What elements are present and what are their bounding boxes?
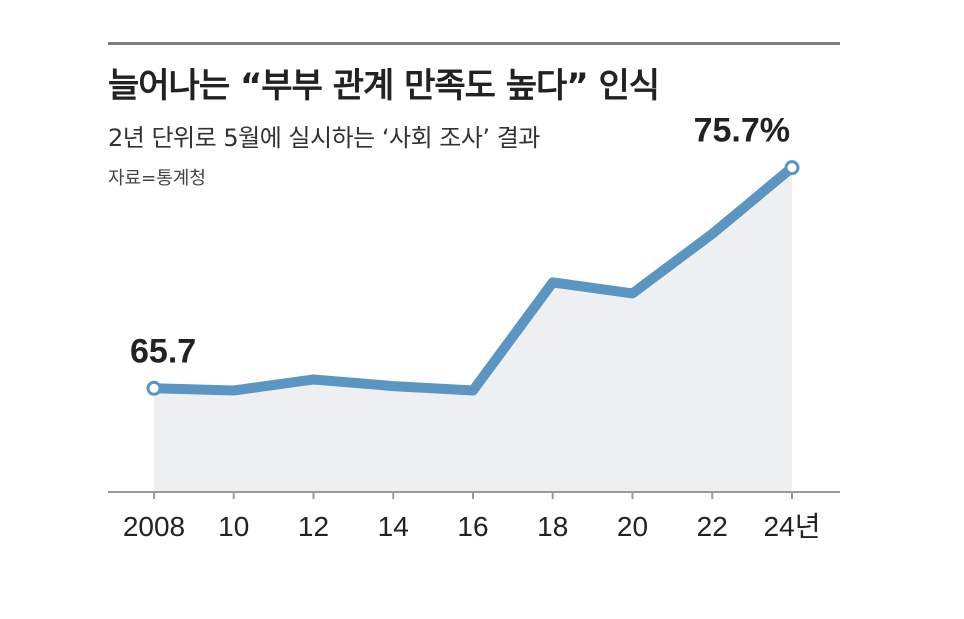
x-tick-label: 10 <box>218 511 249 542</box>
series-line <box>149 162 797 396</box>
data-point <box>146 380 162 396</box>
chart-title: 늘어나는 “부부 관계 만족도 높다” 인식 <box>108 66 660 106</box>
x-tick-label: 22 <box>697 511 728 542</box>
x-tick-label: 2008 <box>123 511 185 542</box>
x-tick-label: 18 <box>537 511 568 542</box>
x-tick-label: 12 <box>298 511 329 542</box>
data-label: 75.7% <box>694 112 790 150</box>
x-tick-label: 24년 <box>764 511 821 542</box>
data-label: 65.7 <box>130 332 196 370</box>
x-tick-label: 16 <box>457 511 488 542</box>
source-note: 자료=통계청 <box>108 168 206 189</box>
area-fill <box>154 167 792 492</box>
data-point <box>784 160 800 176</box>
top-rule <box>108 42 840 45</box>
x-tick-label: 14 <box>378 511 409 542</box>
chart-subtitle: 2년 단위로 5월에 실시하는 ‘사회 조사’ 결과 <box>108 124 540 152</box>
x-tick-label: 20 <box>617 511 648 542</box>
